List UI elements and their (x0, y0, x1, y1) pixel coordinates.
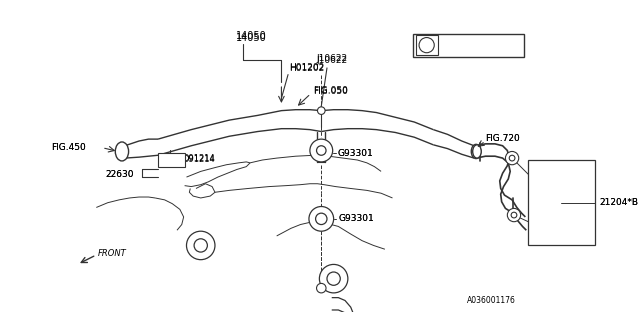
Ellipse shape (473, 145, 481, 158)
Circle shape (186, 231, 215, 260)
Text: G93301: G93301 (339, 214, 374, 223)
Text: G93301: G93301 (337, 149, 373, 158)
Text: G93301: G93301 (339, 214, 374, 223)
Text: 14050: 14050 (236, 34, 267, 44)
Circle shape (194, 239, 207, 252)
Circle shape (310, 139, 333, 162)
Ellipse shape (471, 144, 481, 159)
Circle shape (309, 206, 333, 231)
Circle shape (508, 208, 520, 222)
Text: FIG.450: FIG.450 (51, 143, 86, 152)
Text: J10622: J10622 (317, 54, 348, 63)
Text: FIG.720: FIG.720 (486, 134, 520, 143)
Circle shape (327, 272, 340, 285)
Text: G93301: G93301 (337, 149, 373, 158)
Text: 0923S*A: 0923S*A (441, 41, 486, 51)
Ellipse shape (115, 142, 129, 161)
Text: 14050: 14050 (236, 31, 267, 41)
FancyBboxPatch shape (413, 34, 524, 57)
Circle shape (317, 284, 326, 293)
Text: FIG.720: FIG.720 (486, 134, 520, 143)
Bar (528, 160, 595, 245)
Text: D91214: D91214 (182, 155, 214, 164)
Circle shape (317, 146, 326, 155)
Circle shape (511, 212, 517, 218)
Text: H01202: H01202 (289, 64, 324, 73)
Circle shape (506, 151, 519, 165)
Text: FIG.450: FIG.450 (51, 143, 86, 152)
Text: ①: ① (423, 41, 431, 50)
Circle shape (316, 213, 327, 225)
Bar (158, 153, 184, 167)
Circle shape (419, 37, 435, 53)
Text: 21204*B: 21204*B (600, 198, 639, 207)
Text: A036001176: A036001176 (467, 296, 515, 305)
Text: H01202: H01202 (289, 63, 324, 72)
Circle shape (319, 264, 348, 293)
FancyBboxPatch shape (416, 35, 438, 55)
Text: 22630: 22630 (106, 170, 134, 179)
Circle shape (509, 155, 515, 161)
Text: J10622: J10622 (317, 56, 348, 65)
Text: 22630: 22630 (106, 170, 134, 179)
Text: FRONT: FRONT (98, 249, 127, 258)
Text: D91214: D91214 (182, 154, 214, 163)
Text: FIG.050: FIG.050 (313, 87, 348, 96)
Text: FIG.050: FIG.050 (313, 86, 348, 95)
Text: 21204*B: 21204*B (600, 198, 639, 207)
Circle shape (317, 107, 325, 115)
